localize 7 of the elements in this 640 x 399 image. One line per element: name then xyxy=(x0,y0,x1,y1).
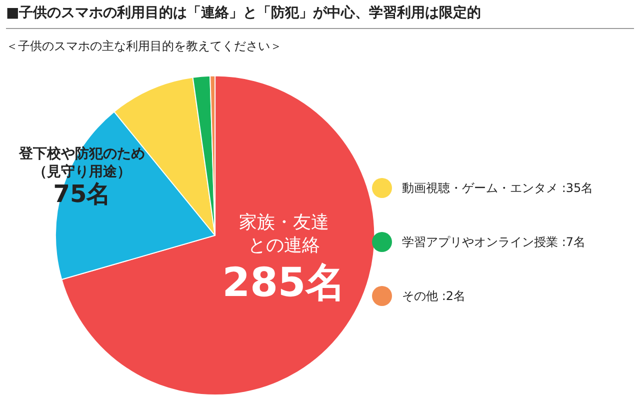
legend-label: 動画視聴・ゲーム・エンタメ :35名 xyxy=(402,180,594,196)
legend-label: その他 :2名 xyxy=(402,288,466,304)
chart-title: ■子供のスマホの利用目的は「連絡」と「防犯」が中心、学習利用は限定的 xyxy=(6,4,482,22)
data-label: 285名 xyxy=(221,260,347,306)
legend-label: 学習アプリやオンライン授業 :7名 xyxy=(402,234,586,250)
chart-subtitle: ＜子供のスマホの主な利用目的を教えてください＞ xyxy=(6,38,282,55)
slice-label: 家族・友達との連絡 xyxy=(238,212,330,257)
